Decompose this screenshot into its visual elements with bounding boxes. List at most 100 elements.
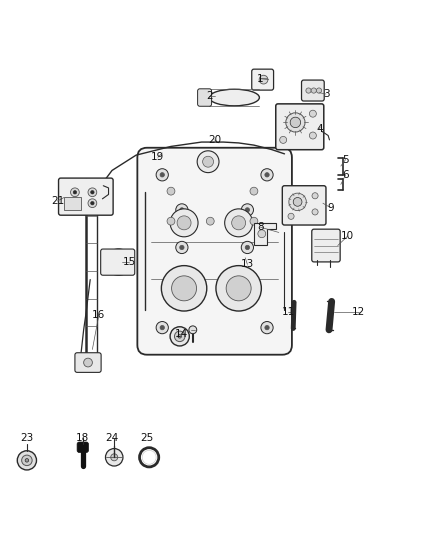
Ellipse shape [209,89,259,106]
Circle shape [286,113,305,132]
Circle shape [176,241,188,254]
Text: 24: 24 [106,433,119,442]
Text: 20: 20 [208,135,221,145]
Circle shape [106,449,123,466]
FancyBboxPatch shape [283,185,326,225]
Circle shape [116,260,121,265]
Circle shape [174,331,185,342]
Text: 1: 1 [257,74,264,84]
Circle shape [309,132,316,139]
Circle shape [265,326,269,330]
FancyBboxPatch shape [301,80,324,101]
Circle shape [178,335,181,338]
Text: 16: 16 [92,310,106,319]
Text: 6: 6 [343,170,349,180]
Circle shape [180,208,184,212]
Text: 2: 2 [206,91,213,101]
Circle shape [112,255,126,269]
Circle shape [265,173,269,177]
Circle shape [177,216,191,230]
Circle shape [290,117,300,128]
Text: 10: 10 [341,231,354,241]
Circle shape [245,208,250,212]
Polygon shape [254,223,276,245]
Circle shape [111,454,118,461]
Circle shape [167,187,175,195]
Circle shape [180,245,184,249]
Circle shape [216,265,261,311]
Text: 3: 3 [323,89,329,99]
Circle shape [156,321,168,334]
Circle shape [232,216,246,230]
Circle shape [225,209,253,237]
Circle shape [161,265,207,311]
Circle shape [288,213,294,220]
Circle shape [172,276,197,301]
FancyBboxPatch shape [138,148,292,354]
Circle shape [289,193,306,211]
Circle shape [250,187,258,195]
Circle shape [170,327,189,346]
Text: 12: 12 [352,308,365,317]
Circle shape [17,451,36,470]
Circle shape [91,190,94,194]
Circle shape [71,188,79,197]
Circle shape [241,204,254,216]
Circle shape [261,169,273,181]
FancyBboxPatch shape [101,249,135,275]
Bar [64,197,81,210]
FancyBboxPatch shape [276,104,324,150]
FancyBboxPatch shape [198,89,212,106]
Text: 8: 8 [257,222,264,232]
Circle shape [306,88,311,93]
Text: 9: 9 [327,203,334,213]
Circle shape [170,209,198,237]
Circle shape [197,151,219,173]
Text: 23: 23 [20,433,34,442]
Circle shape [189,326,197,334]
Circle shape [156,169,168,181]
Text: 11: 11 [281,308,295,317]
FancyBboxPatch shape [312,229,340,262]
Circle shape [88,199,97,207]
Circle shape [91,201,94,205]
Circle shape [312,193,318,199]
Circle shape [258,230,266,238]
FancyBboxPatch shape [59,178,113,215]
Circle shape [250,217,258,225]
Circle shape [176,204,188,216]
Text: 5: 5 [343,155,349,165]
Circle shape [316,88,321,93]
FancyBboxPatch shape [77,442,88,453]
Text: 21: 21 [51,196,64,206]
Circle shape [160,173,164,177]
Circle shape [84,358,92,367]
Circle shape [25,458,28,462]
Text: 4: 4 [316,124,323,134]
Circle shape [293,198,302,206]
Text: 13: 13 [241,260,254,269]
Circle shape [226,276,251,301]
Circle shape [88,188,97,197]
Circle shape [245,245,250,249]
Circle shape [259,75,268,84]
Circle shape [309,110,316,117]
Text: 14: 14 [175,329,188,339]
Circle shape [106,249,132,275]
Circle shape [73,190,77,194]
Circle shape [21,455,32,466]
Circle shape [167,217,175,225]
Circle shape [280,136,287,143]
FancyBboxPatch shape [75,353,101,373]
Circle shape [312,209,318,215]
Text: 19: 19 [151,152,165,163]
Circle shape [160,326,164,330]
Circle shape [261,321,273,334]
Circle shape [206,217,214,225]
FancyBboxPatch shape [252,69,274,90]
Text: 18: 18 [76,433,89,442]
Text: 15: 15 [123,257,136,267]
Circle shape [241,241,254,254]
Text: 25: 25 [140,433,154,442]
Circle shape [203,156,214,167]
